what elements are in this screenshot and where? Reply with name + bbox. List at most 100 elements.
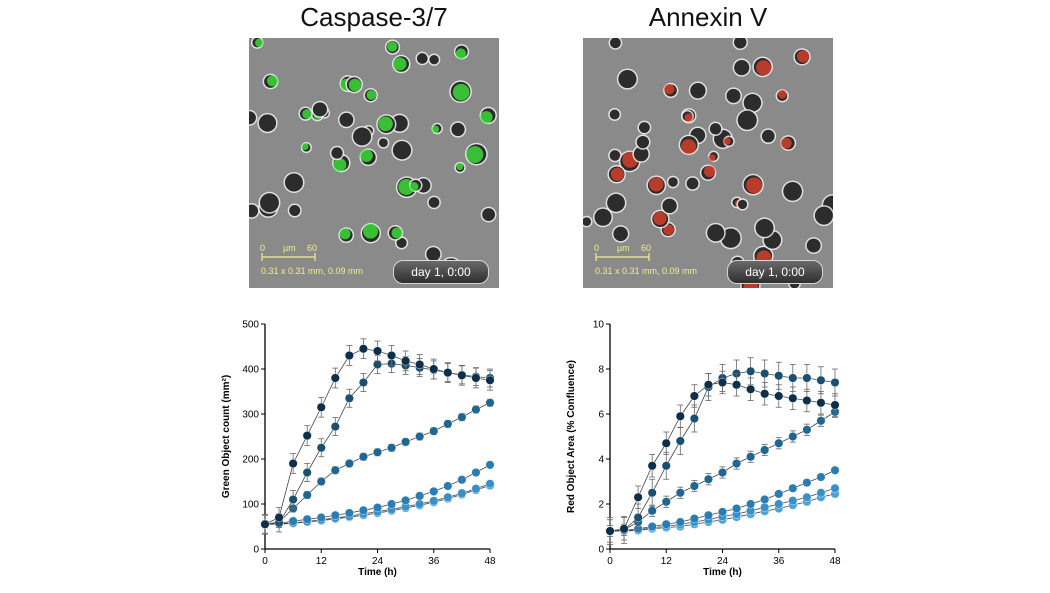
data-point — [415, 491, 425, 501]
cell-mark — [482, 208, 496, 221]
data-point — [689, 514, 699, 524]
y-tick-label: 400 — [242, 365, 259, 376]
data-point — [288, 458, 298, 468]
data-point — [330, 510, 340, 520]
y-tick-label: 6 — [598, 410, 604, 421]
cell-field — [249, 38, 497, 279]
data-point — [358, 505, 368, 515]
cell-mark — [312, 102, 327, 117]
scale-unit: µm — [617, 243, 630, 253]
cell-mark — [284, 173, 303, 192]
cell-mark — [726, 88, 741, 103]
data-point — [675, 411, 685, 421]
data-point — [647, 521, 657, 531]
data-point — [717, 507, 727, 517]
data-point — [746, 366, 756, 376]
data-point — [401, 437, 411, 447]
data-point — [816, 488, 826, 498]
data-point — [260, 519, 270, 529]
y-tick-label: 100 — [242, 500, 259, 511]
data-point — [457, 412, 467, 422]
data-point — [443, 419, 453, 429]
y-tick-label: 8 — [598, 365, 604, 376]
panel-title-caspase: Caspase-3/7 — [300, 2, 448, 32]
data-point — [661, 438, 671, 448]
data-point — [816, 375, 826, 385]
scale-max: 60 — [307, 243, 318, 253]
cell-mark — [690, 82, 706, 99]
data-point — [457, 475, 467, 485]
cell-mark — [353, 127, 372, 146]
data-point — [619, 524, 629, 534]
data-point — [746, 452, 756, 462]
data-point — [647, 506, 657, 516]
scale-min: 0 — [260, 243, 266, 253]
data-point — [316, 443, 326, 453]
cell-mark — [613, 226, 628, 242]
cell-mark — [594, 208, 612, 226]
data-point — [661, 461, 671, 471]
data-point — [288, 494, 298, 504]
data-point — [774, 371, 784, 381]
data-point — [732, 380, 742, 390]
cell-mark — [289, 204, 301, 217]
cell-mark — [396, 237, 407, 248]
x-tick-label: 36 — [428, 556, 440, 567]
y-tick-label: 4 — [598, 455, 604, 466]
cell-mark — [633, 146, 649, 162]
data-point — [746, 499, 756, 509]
image-dimensions: 0.31 x 0.31 mm, 0.09 mm — [595, 266, 698, 276]
cell-mark — [429, 54, 439, 65]
data-point — [661, 519, 671, 529]
data-point — [330, 465, 340, 475]
chart-caspase: 0 100 200 300 400 500 0 12 24 36 48 Time (h) Green O… — [210, 310, 510, 593]
data-point — [802, 478, 812, 488]
data-point — [485, 460, 495, 470]
data-point — [358, 452, 368, 462]
data-point — [316, 512, 326, 522]
data-point — [471, 484, 481, 494]
cell-field — [583, 38, 833, 288]
x-axis-label: Time (h) — [358, 567, 397, 578]
data-point — [816, 398, 826, 408]
data-point — [344, 458, 354, 468]
data-point — [788, 431, 798, 441]
cell-mark — [737, 199, 748, 210]
data-point — [471, 467, 481, 477]
data-point — [302, 467, 312, 477]
data-point — [288, 516, 298, 526]
cell-mark — [416, 53, 428, 64]
data-point — [330, 422, 340, 432]
cell-mark — [249, 204, 259, 218]
data-point — [830, 377, 840, 387]
data-point — [471, 373, 481, 383]
y-axis-label: Green Object count (mm²) — [221, 375, 232, 498]
data-point — [471, 404, 481, 414]
data-point — [344, 508, 354, 518]
data-point — [760, 389, 770, 399]
data-point — [443, 368, 453, 378]
cell-mark — [249, 111, 256, 125]
data-point — [274, 512, 284, 522]
data-point — [372, 360, 382, 370]
data-point — [802, 395, 812, 405]
data-point — [675, 436, 685, 446]
cell-mark — [734, 38, 747, 49]
cell-mark — [636, 135, 650, 149]
micrograph-caspase: 0 µm 60 0.31 x 0.31 mm, 0.09 mm day 1, 0… — [249, 38, 499, 288]
y-axis-label: Red Object Area (% Confluence) — [566, 360, 577, 513]
y-tick-label: 500 — [242, 320, 259, 331]
data-point — [675, 517, 685, 527]
data-point — [401, 495, 411, 505]
cell-mark — [618, 69, 637, 89]
cell-mark — [755, 218, 774, 237]
data-point — [788, 483, 798, 493]
data-point — [774, 391, 784, 401]
data-point — [647, 461, 657, 471]
data-point — [774, 499, 784, 509]
data-point — [401, 356, 411, 366]
data-point — [760, 369, 770, 379]
data-point — [788, 373, 798, 383]
panel-title-annexin: Annexin V — [648, 2, 768, 32]
